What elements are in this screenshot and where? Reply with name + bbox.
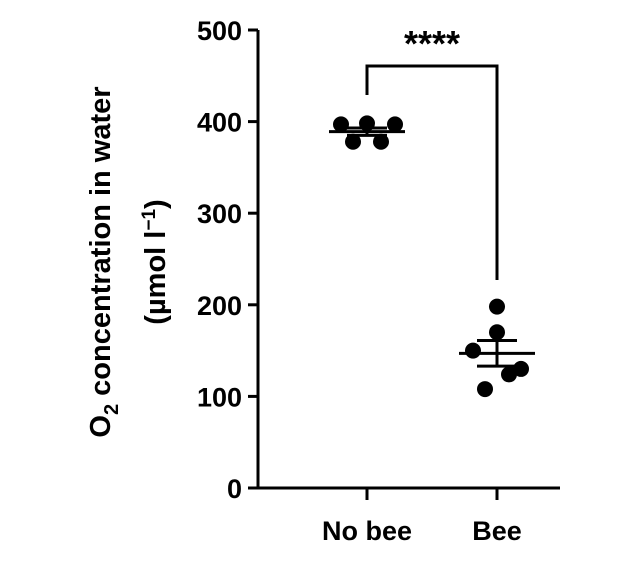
data-point	[489, 324, 505, 341]
y-unit-text: )	[140, 199, 172, 209]
y-tick-label: 300	[197, 199, 242, 229]
y-label-text: concentration in water	[85, 86, 117, 403]
y-tick-label: 400	[197, 108, 242, 138]
y-tick-label: 100	[197, 382, 242, 412]
data-point	[477, 381, 493, 398]
y-tick-label: 200	[197, 291, 242, 321]
data-point	[489, 298, 505, 315]
data-point	[373, 133, 389, 150]
y-unit-text: (µmol l	[140, 231, 172, 325]
y-tick-label: 0	[227, 474, 242, 504]
y-axis-label: O2 concentration in water	[85, 86, 123, 437]
data-point	[465, 342, 481, 359]
y-unit-superscript: −1	[139, 209, 160, 231]
y-label-text: O	[85, 415, 117, 438]
sem-bar	[477, 339, 517, 368]
significance-label: ****	[404, 23, 460, 64]
sem-bar	[347, 126, 387, 137]
data-point	[333, 116, 349, 133]
data-point	[387, 116, 403, 133]
x-tick-label: Bee	[472, 516, 522, 546]
y-axis-unit: (µmol l−1)	[139, 199, 172, 324]
data-point	[345, 133, 361, 150]
x-tick-label: No bee	[322, 516, 412, 546]
y-label-subscript: 2	[101, 404, 123, 415]
y-tick-label: 500	[197, 16, 242, 46]
data-point	[501, 366, 517, 383]
significance-bracket	[365, 64, 499, 280]
